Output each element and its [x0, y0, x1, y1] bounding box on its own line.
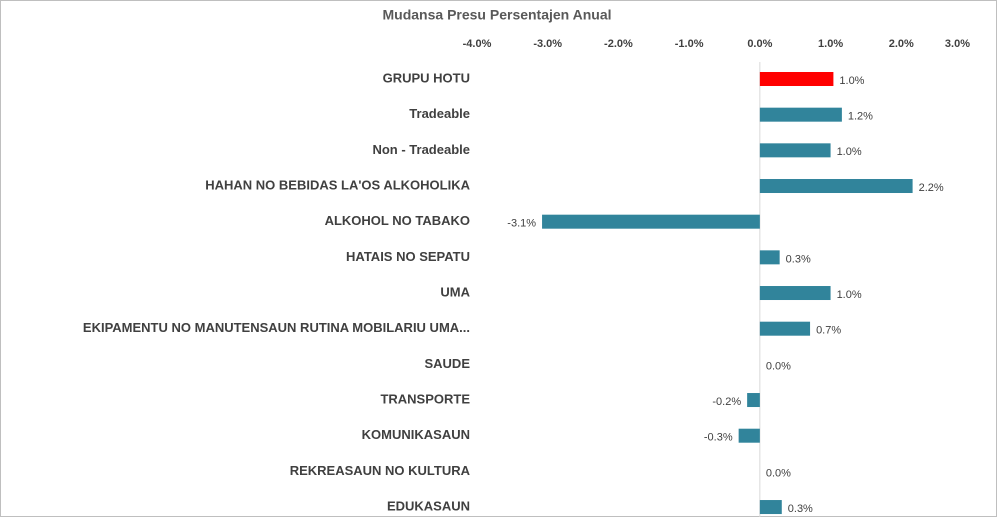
category-label: Non - Tradeable: [372, 142, 470, 157]
category-label: REKREASAUN NO KULTURA: [290, 463, 471, 478]
x-tick-label: -4.0%: [463, 38, 492, 50]
bar: [759, 143, 831, 158]
category-label: HAHAN NO BEBIDAS LA'OS ALKOHOLIKA: [205, 177, 470, 192]
x-tick-label: 3.0%: [945, 38, 970, 50]
category-label: TRANSPORTE: [380, 391, 470, 406]
bar: [738, 428, 760, 443]
bar: [542, 214, 760, 229]
chart-title: Mudansa Presu Persentajen Anual: [383, 7, 612, 23]
category-label: GRUPU HOTU: [383, 70, 470, 85]
value-label: 0.0%: [766, 360, 791, 372]
category-label: SAUDE: [424, 356, 470, 371]
value-label: 0.0%: [766, 467, 791, 479]
category-label: Tradeable: [409, 106, 470, 121]
x-tick-label: 0.0%: [747, 38, 772, 50]
x-tick-label: 1.0%: [818, 38, 843, 50]
bar: [759, 321, 811, 336]
value-label: -0.3%: [704, 432, 733, 444]
value-label: -0.2%: [712, 396, 741, 408]
value-label: 1.2%: [848, 111, 873, 123]
bar: [747, 393, 760, 408]
value-label: -3.1%: [507, 218, 536, 230]
category-label: KOMUNIKASAUN: [362, 427, 470, 442]
category-label: EDUKASAUN: [387, 498, 470, 513]
value-label: 1.0%: [839, 75, 864, 87]
category-label: UMA: [440, 284, 470, 299]
bar: [759, 500, 782, 515]
x-tick-label: -1.0%: [675, 38, 704, 50]
category-label: ALKOHOL NO TABAKO: [325, 213, 470, 228]
value-label: 2.2%: [919, 182, 944, 194]
value-label: 0.3%: [786, 253, 811, 265]
x-tick-label: 2.0%: [889, 38, 914, 50]
x-tick-label: -3.0%: [533, 38, 562, 50]
category-label: HATAIS NO SEPATU: [346, 249, 470, 264]
category-label: EKIPAMENTU NO MANUTENSAUN RUTINA MOBILAR…: [83, 320, 470, 335]
x-tick-label: -2.0%: [604, 38, 633, 50]
bar: [759, 107, 842, 122]
bar: [759, 250, 780, 265]
value-label: 0.7%: [816, 325, 841, 337]
bar: [759, 72, 834, 86]
value-label: 1.0%: [837, 146, 862, 158]
bar: [759, 179, 913, 194]
bar: [759, 286, 831, 301]
value-label: 1.0%: [837, 289, 862, 301]
value-label: 0.3%: [788, 503, 813, 515]
